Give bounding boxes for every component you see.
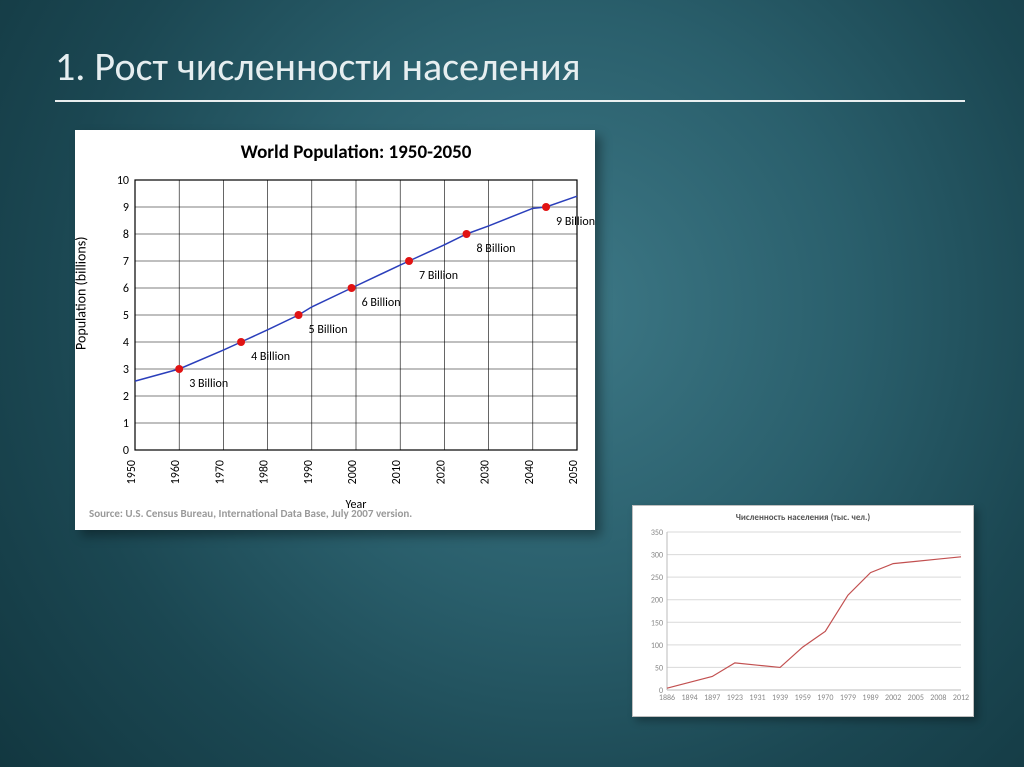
x-tick-label: 1990 [302, 460, 316, 484]
y-tick-label: 8 [123, 228, 129, 242]
y-tick-label: 6 [123, 282, 129, 296]
x-tick-label: 1980 [258, 460, 272, 484]
y-tick-label: 0 [123, 444, 129, 458]
x-tick-label: 2000 [346, 460, 360, 484]
small-y-tick-label: 150 [651, 618, 663, 628]
billion-marker [542, 203, 550, 211]
billion-label: 3 Billion [189, 377, 228, 391]
billion-label: 7 Billion [419, 269, 458, 283]
small-y-tick-label: 100 [651, 641, 663, 651]
main-chart-source: Source: U.S. Census Bureau, Internationa… [89, 507, 412, 520]
small-x-tick-label: 1989 [862, 693, 878, 703]
small-chart-title: Численность населения (тыс. чел.) [736, 512, 871, 523]
x-tick-label: 1960 [169, 460, 183, 484]
x-tick-label: 2010 [390, 460, 404, 484]
y-tick-label: 5 [123, 309, 129, 323]
small-y-tick-label: 200 [651, 596, 663, 606]
billion-label: 9 Billion [556, 215, 595, 229]
billion-marker [348, 284, 356, 292]
billion-marker [237, 338, 245, 346]
billion-marker [295, 311, 303, 319]
small-x-tick-label: 2008 [930, 693, 946, 703]
small-x-tick-label: 1886 [659, 693, 675, 703]
y-tick-label: 3 [123, 363, 129, 377]
y-tick-label: 1 [123, 417, 129, 431]
x-tick-label: 2040 [523, 460, 537, 484]
x-tick-label: 2030 [479, 460, 493, 484]
slide-title: 1. Рост численности населения [55, 42, 581, 91]
small-chart-panel: Численность населения (тыс. чел.)0501001… [632, 505, 974, 717]
x-tick-label: 1970 [213, 460, 227, 484]
small-x-tick-label: 1894 [682, 693, 698, 703]
small-y-tick-label: 250 [651, 573, 663, 583]
billion-marker [463, 230, 471, 238]
x-tick-label: 2050 [567, 460, 581, 484]
small-x-tick-label: 1959 [795, 693, 811, 703]
small-x-tick-label: 1923 [727, 693, 743, 703]
small-y-tick-label: 50 [655, 663, 663, 673]
small-y-tick-label: 300 [651, 551, 663, 561]
y-tick-label: 2 [123, 390, 129, 404]
small-x-tick-label: 1939 [772, 693, 788, 703]
small-x-tick-label: 2002 [885, 693, 901, 703]
small-x-tick-label: 2012 [953, 693, 969, 703]
y-tick-label: 9 [123, 201, 129, 215]
title-underline [55, 100, 965, 102]
x-tick-label: 1950 [125, 460, 139, 484]
y-tick-label: 7 [123, 255, 129, 269]
billion-label: 4 Billion [251, 350, 290, 364]
small-chart-svg: Численность населения (тыс. чел.)0501001… [633, 506, 973, 716]
y-tick-label: 10 [117, 174, 129, 188]
small-x-tick-label: 1931 [749, 693, 765, 703]
main-chart-svg: World Population: 1950-2050 0 1 2 3 4 5 6 7 8 9 10 1… [75, 130, 595, 530]
main-y-axis-label: Population (billions) [73, 237, 90, 350]
x-tick-label: 2020 [434, 460, 448, 484]
small-x-tick-label: 1970 [817, 693, 833, 703]
small-x-tick-label: 2005 [908, 693, 924, 703]
small-y-tick-label: 350 [651, 528, 663, 538]
billion-label: 6 Billion [362, 296, 401, 310]
y-tick-label: 4 [123, 336, 129, 350]
billion-label: 5 Billion [309, 323, 348, 337]
main-chart-panel: Population (billions) World Population: … [75, 130, 595, 530]
billion-marker [405, 257, 413, 265]
small-x-tick-label: 1897 [704, 693, 720, 703]
slide: 1. Рост численности населения Population… [0, 0, 1024, 767]
small-x-tick-label: 1979 [840, 693, 856, 703]
billion-marker [175, 365, 183, 373]
main-chart-title: World Population: 1950-2050 [241, 141, 472, 164]
billion-label: 8 Billion [477, 242, 516, 256]
